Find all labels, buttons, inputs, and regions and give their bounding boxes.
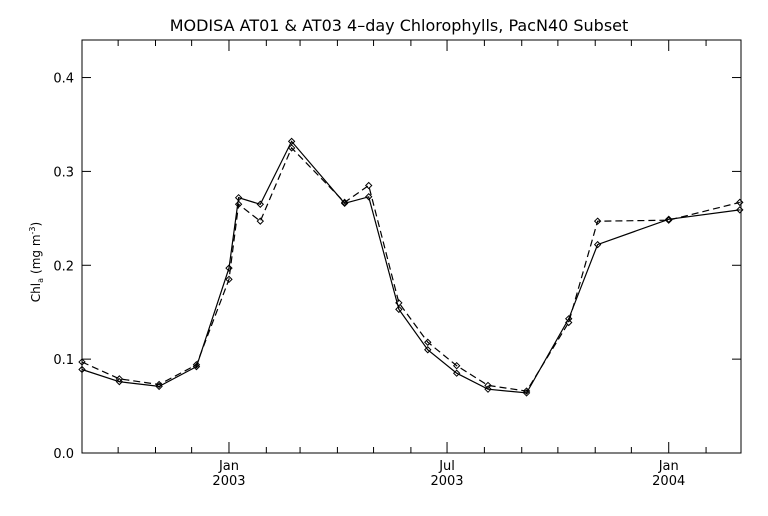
- data-point-dashed: [452, 361, 461, 370]
- data-point-solid: [665, 215, 673, 223]
- data-point-solid: [225, 264, 233, 272]
- data-point-dashed: [256, 217, 265, 225]
- y-tick-label: 0.1: [53, 353, 74, 368]
- data-point-solid: [340, 199, 349, 208]
- data-point-dashed: [287, 144, 296, 152]
- y-tick-label: 0.4: [53, 72, 74, 87]
- data-point-dashed: [522, 387, 531, 395]
- data-point-solid: [565, 315, 573, 323]
- x-tick-label-month: Jan: [218, 459, 239, 474]
- series-line-solid: [81, 140, 740, 394]
- data-point-dashed: [665, 216, 673, 224]
- y-tick-label: 0.3: [53, 165, 74, 180]
- y-axis-label-exponent: -3: [28, 226, 37, 234]
- data-point-dashed: [565, 318, 573, 327]
- y-axis-label: Chla (mg m-3): [28, 222, 45, 302]
- svg-text:Chla(mg m-3): Chla (mg m-3): [28, 222, 45, 302]
- data-point-solid: [593, 240, 602, 249]
- y-tick-label: 0.2: [53, 259, 74, 274]
- data-point-dashed: [736, 198, 744, 207]
- data-point-solid: [452, 369, 461, 377]
- data-point-dashed: [234, 200, 243, 208]
- data-point-dashed: [155, 380, 163, 389]
- data-point-dashed: [192, 361, 201, 369]
- x-tick-label-year: 2003: [212, 474, 245, 489]
- data-point-solid: [395, 305, 403, 314]
- data-point-dashed: [365, 181, 373, 190]
- y-tick-label: 0.0: [53, 447, 74, 462]
- data-point-solid: [424, 346, 432, 354]
- y-axis-label-units: (mg m: [29, 234, 43, 274]
- series-line-dashed: [81, 146, 740, 392]
- x-tick-label-year: 2004: [652, 474, 685, 489]
- chart-title: MODISA AT01 & AT03 4–day Chlorophylls, P…: [170, 16, 629, 35]
- data-point-solid: [115, 377, 124, 386]
- data-point-dashed: [484, 381, 492, 390]
- y-axis-label-subscript: a: [36, 278, 45, 283]
- y-axis-label-close: ): [29, 222, 43, 227]
- data-point-solid: [365, 193, 373, 201]
- data-point-solid: [256, 200, 265, 208]
- x-tick-label-year: 2003: [430, 474, 463, 489]
- x-tick-label-month: Jan: [658, 459, 679, 474]
- data-point-solid: [484, 385, 492, 393]
- y-axis-label-main: Chl: [29, 283, 43, 302]
- data-point-dashed: [340, 198, 349, 207]
- plot-frame: [81, 39, 742, 454]
- data-point-solid: [736, 206, 744, 214]
- data-point-dashed: [395, 299, 403, 307]
- x-tick-label-month: Jul: [438, 459, 455, 474]
- data-point-dashed: [115, 375, 124, 383]
- data-point-dashed: [593, 217, 602, 225]
- data-point-dashed: [424, 338, 432, 346]
- data-point-dashed: [225, 275, 233, 284]
